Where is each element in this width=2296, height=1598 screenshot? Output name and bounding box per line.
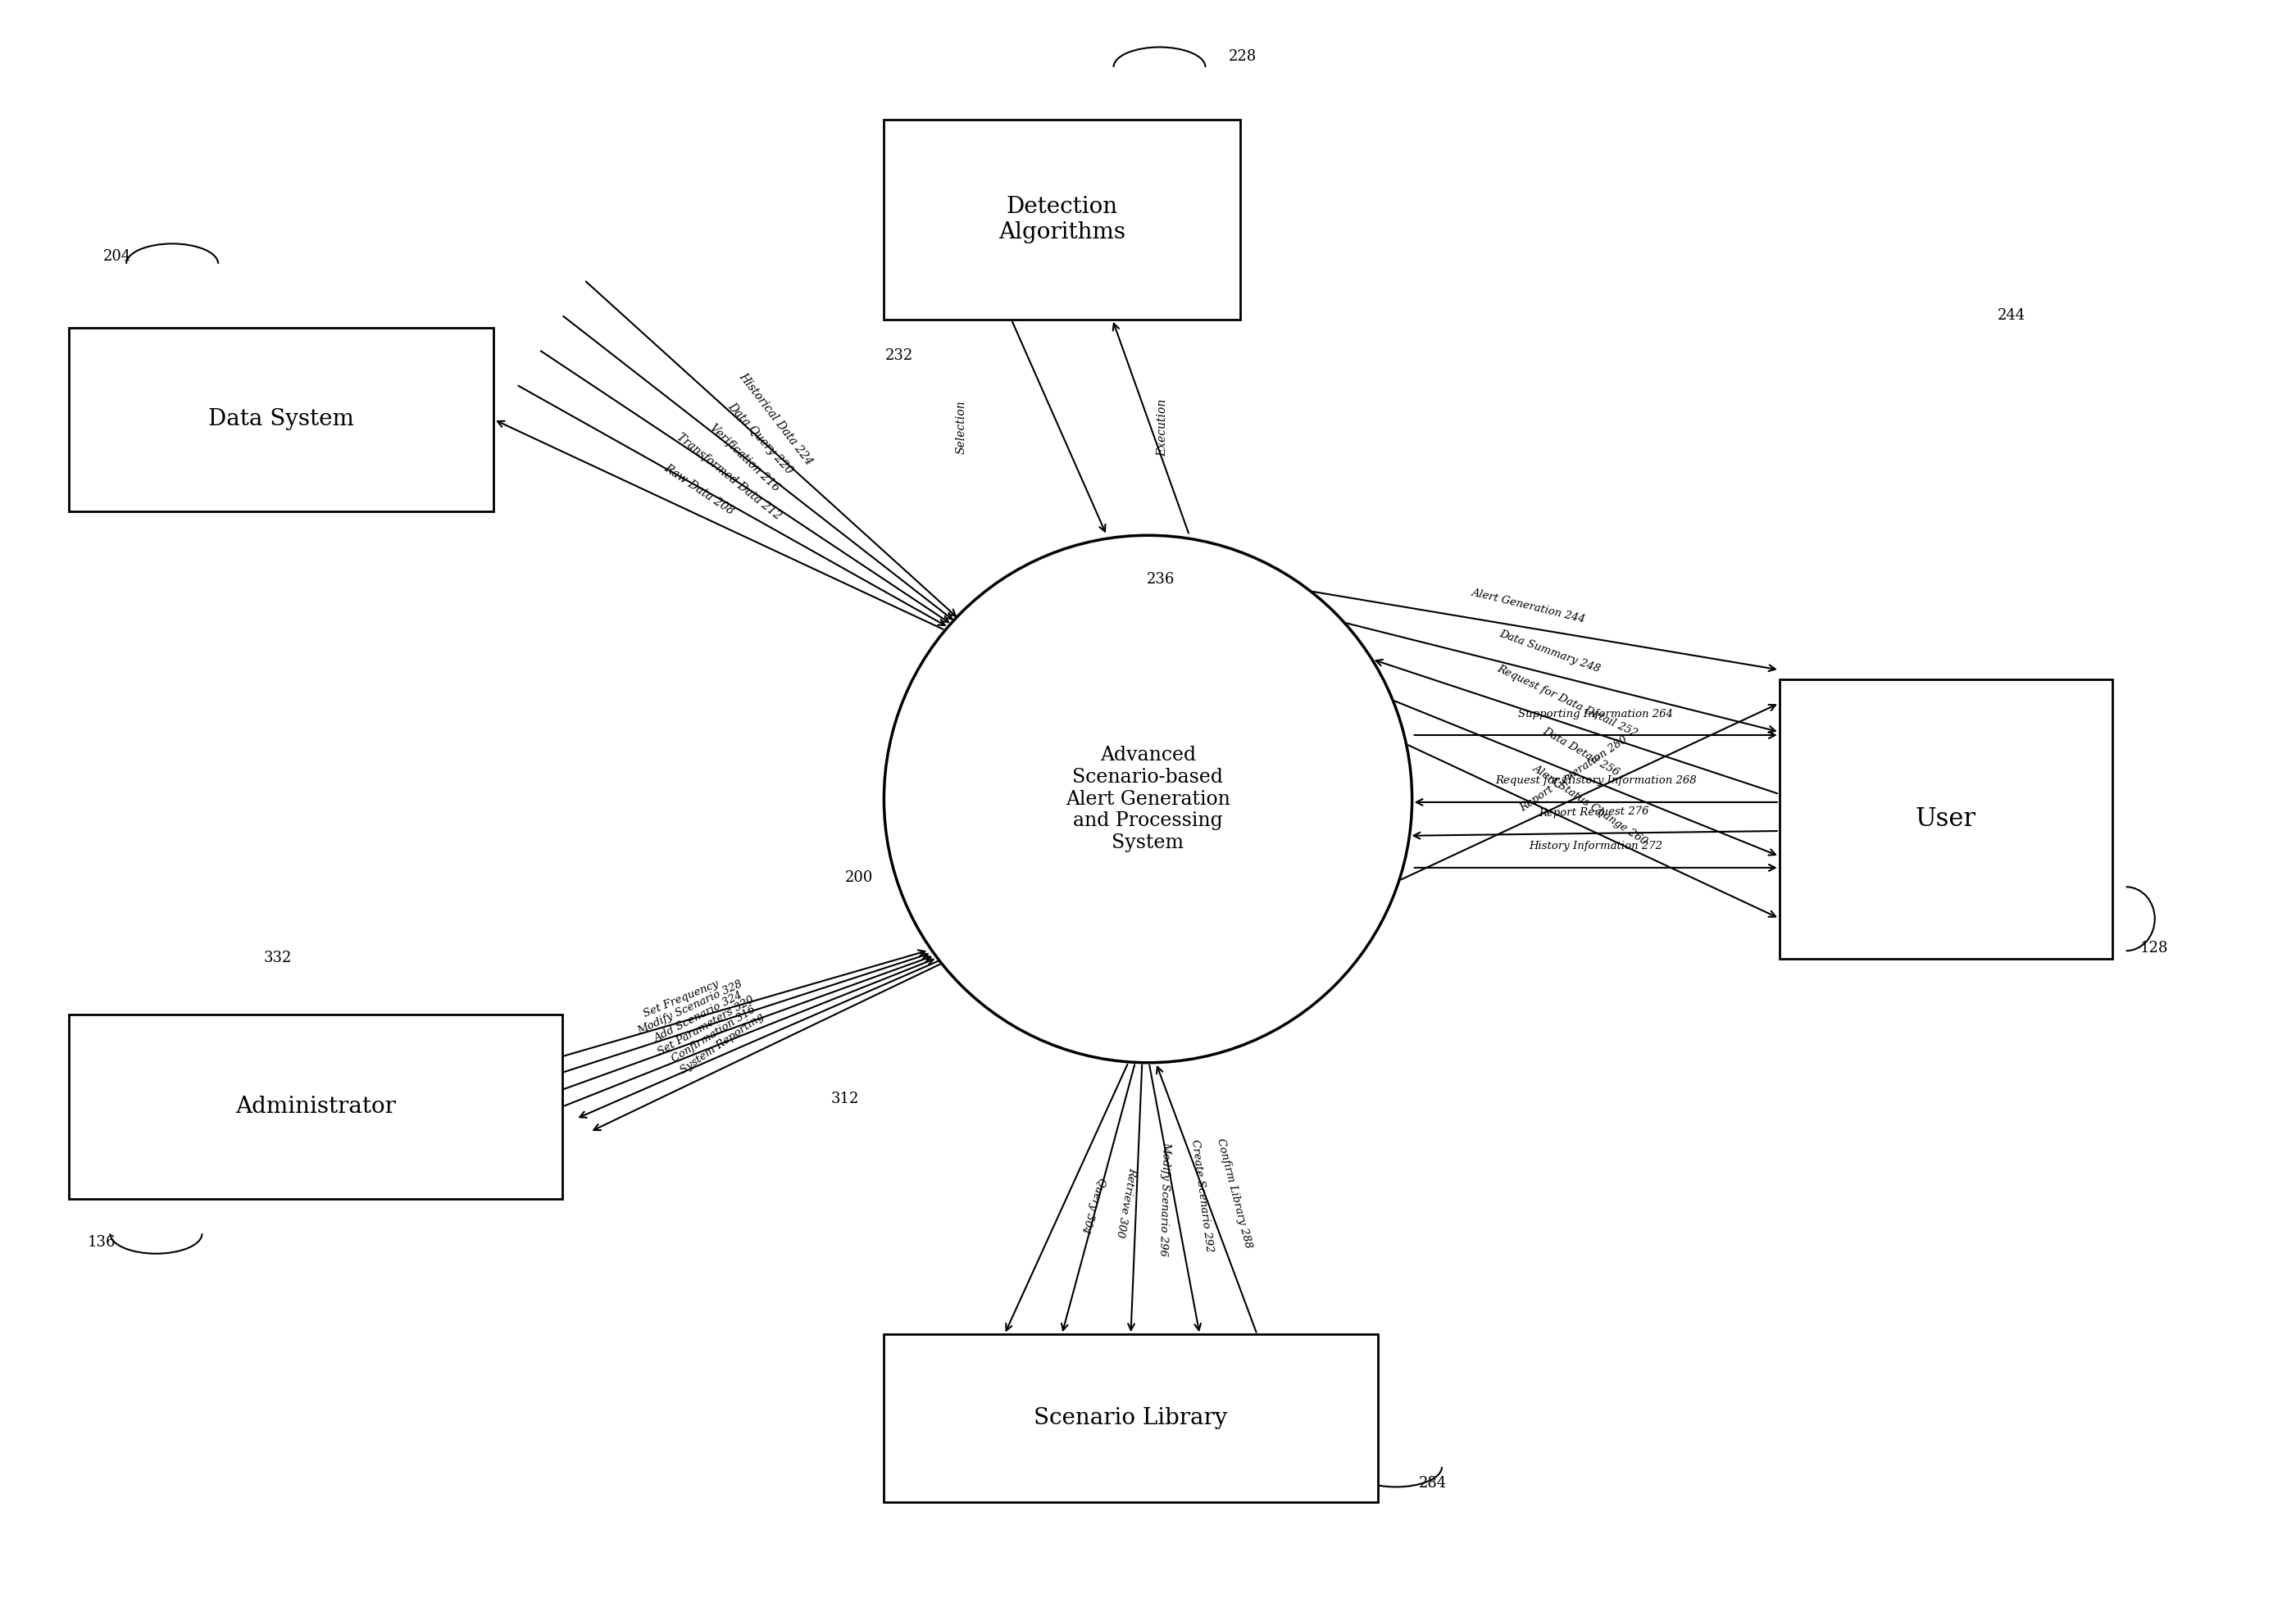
FancyBboxPatch shape <box>884 120 1240 320</box>
Text: Request for Data Detail 252: Request for Data Detail 252 <box>1495 663 1639 738</box>
FancyBboxPatch shape <box>69 1015 563 1198</box>
FancyBboxPatch shape <box>69 328 494 511</box>
Text: Report Request 276: Report Request 276 <box>1538 805 1649 818</box>
Text: User: User <box>1915 807 1977 831</box>
Text: Advanced
Scenario-based
Alert Generation
and Processing
System: Advanced Scenario-based Alert Generation… <box>1065 746 1231 852</box>
Text: Supporting Information 264: Supporting Information 264 <box>1518 708 1674 719</box>
Text: Create Scenario 292: Create Scenario 292 <box>1189 1139 1215 1253</box>
Text: 200: 200 <box>845 871 872 885</box>
Text: Alert Status Change 260: Alert Status Change 260 <box>1531 762 1649 847</box>
Text: 312: 312 <box>831 1091 859 1106</box>
Text: History Information 272: History Information 272 <box>1529 841 1662 852</box>
Text: Modify Scenario 328: Modify Scenario 328 <box>636 980 744 1037</box>
Text: Query 304: Query 304 <box>1079 1176 1107 1234</box>
Text: Scenario Library: Scenario Library <box>1033 1408 1228 1429</box>
Text: Retrieve 300: Retrieve 300 <box>1114 1167 1139 1238</box>
FancyBboxPatch shape <box>1779 679 2112 959</box>
Text: 228: 228 <box>1228 50 1256 64</box>
Text: Confirmation 316: Confirmation 316 <box>670 1004 758 1064</box>
Text: Transformed Data 212: Transformed Data 212 <box>675 431 783 523</box>
Text: Add Scenario 324: Add Scenario 324 <box>652 989 744 1045</box>
Text: Set Parameters 320: Set Parameters 320 <box>657 994 755 1058</box>
Text: Verification 216: Verification 216 <box>707 422 783 494</box>
Text: 232: 232 <box>886 348 914 363</box>
Text: Confirm Library 288: Confirm Library 288 <box>1215 1138 1254 1250</box>
Text: 236: 236 <box>1148 572 1176 586</box>
Text: 284: 284 <box>1419 1477 1446 1491</box>
Text: Set Frequency: Set Frequency <box>643 978 721 1020</box>
Text: 128: 128 <box>2140 941 2167 956</box>
Text: 204: 204 <box>103 249 131 264</box>
Text: Data Query 220: Data Query 220 <box>726 401 794 476</box>
Text: Administrator: Administrator <box>236 1096 395 1117</box>
Text: 244: 244 <box>1998 308 2025 323</box>
Text: Data Summary 248: Data Summary 248 <box>1497 628 1603 674</box>
Text: Modify Scenario 296: Modify Scenario 296 <box>1157 1141 1171 1256</box>
Text: Raw Data 208: Raw Data 208 <box>661 462 737 518</box>
Text: Data Detail 256: Data Detail 256 <box>1541 725 1621 778</box>
Text: Request for History Information 268: Request for History Information 268 <box>1495 775 1697 786</box>
Text: Alert Generation 244: Alert Generation 244 <box>1469 586 1587 625</box>
Text: 332: 332 <box>264 951 292 965</box>
Text: System Reporting: System Reporting <box>677 1012 767 1075</box>
Text: 136: 136 <box>87 1235 115 1250</box>
Text: Report Generation 280: Report Generation 280 <box>1518 735 1630 813</box>
Text: Selection: Selection <box>955 401 967 454</box>
Text: Data System: Data System <box>209 409 354 430</box>
Text: Detection
Algorithms: Detection Algorithms <box>999 197 1125 243</box>
Text: Historical Data 224: Historical Data 224 <box>737 371 815 468</box>
FancyBboxPatch shape <box>884 1334 1378 1502</box>
Text: Execution: Execution <box>1157 398 1169 457</box>
